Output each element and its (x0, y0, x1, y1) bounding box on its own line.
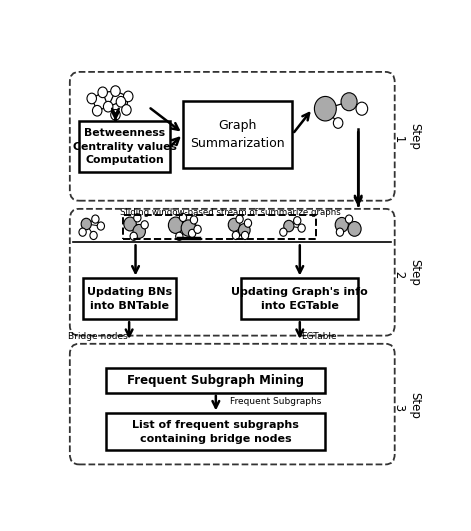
Circle shape (315, 97, 336, 121)
Circle shape (242, 232, 249, 239)
Circle shape (228, 218, 240, 232)
Circle shape (238, 224, 250, 237)
Circle shape (79, 228, 86, 236)
Circle shape (104, 101, 113, 112)
Text: Bridge nodes: Bridge nodes (67, 332, 127, 341)
Text: Updating BNs
into BNTable: Updating BNs into BNTable (87, 287, 172, 311)
Circle shape (176, 232, 183, 241)
Bar (79, 121, 170, 172)
Circle shape (97, 222, 105, 230)
Text: Updating Graph's info
into EGTable: Updating Graph's info into EGTable (231, 287, 368, 311)
Text: List of frequent subgraphs
containing bridge nodes: List of frequent subgraphs containing br… (132, 420, 299, 443)
Circle shape (298, 224, 305, 232)
Circle shape (190, 216, 198, 224)
Circle shape (335, 218, 349, 232)
Text: Graph
Summarization: Graph Summarization (190, 119, 285, 150)
Text: Step
 3: Step 3 (393, 392, 422, 418)
Text: Frequent Subgraphs: Frequent Subgraphs (230, 397, 322, 406)
Bar (82, 278, 176, 319)
Circle shape (92, 215, 99, 223)
Text: Sliding window-based stream of summarize graphs: Sliding window-based stream of summarize… (120, 208, 341, 217)
Bar (183, 100, 292, 168)
Circle shape (179, 213, 187, 221)
Circle shape (134, 214, 141, 222)
Circle shape (181, 220, 196, 236)
Circle shape (87, 93, 97, 104)
Circle shape (356, 102, 368, 115)
Circle shape (293, 217, 301, 225)
Circle shape (123, 91, 133, 102)
Circle shape (244, 219, 252, 227)
Circle shape (169, 217, 183, 234)
Circle shape (130, 232, 138, 241)
Circle shape (116, 97, 126, 107)
Circle shape (188, 229, 196, 237)
Circle shape (141, 221, 148, 229)
Text: Step
 1: Step 1 (393, 123, 422, 150)
Bar (106, 369, 325, 393)
Circle shape (284, 220, 294, 232)
Circle shape (333, 118, 343, 129)
Circle shape (345, 215, 353, 223)
Circle shape (341, 93, 357, 111)
Circle shape (92, 106, 102, 116)
Circle shape (111, 109, 120, 120)
Circle shape (336, 228, 344, 236)
Circle shape (90, 232, 97, 239)
Text: EGTable: EGTable (301, 332, 337, 341)
Text: Frequent Subgraph Mining: Frequent Subgraph Mining (127, 374, 304, 387)
Text: Betweenness
Centrality values
Computation: Betweenness Centrality values Computatio… (73, 128, 177, 165)
Circle shape (98, 87, 107, 98)
Circle shape (236, 215, 243, 223)
Circle shape (81, 218, 91, 230)
Circle shape (133, 225, 146, 238)
Circle shape (280, 228, 287, 236)
Circle shape (232, 232, 240, 239)
Circle shape (122, 105, 131, 115)
Bar (106, 413, 325, 450)
Text: Step
 2: Step 2 (393, 259, 422, 286)
Circle shape (348, 221, 361, 236)
Circle shape (124, 217, 136, 231)
Bar (242, 278, 358, 319)
Circle shape (194, 225, 201, 234)
Circle shape (111, 86, 120, 97)
